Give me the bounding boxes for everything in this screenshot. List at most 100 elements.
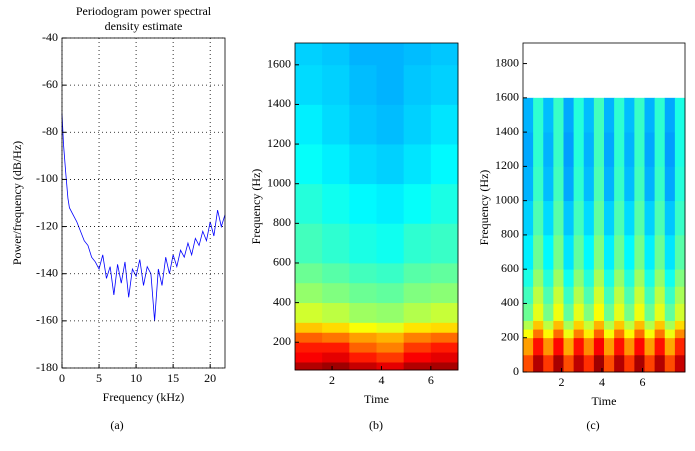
heatmap-cell xyxy=(674,337,686,356)
heatmap-cell xyxy=(634,303,645,321)
heatmap-cell xyxy=(376,322,405,333)
heatmap-cell xyxy=(543,320,554,330)
heatmap-cell xyxy=(573,337,585,356)
heatmap-cell xyxy=(634,354,645,373)
heatmap-cell xyxy=(604,132,615,167)
caption: (b) xyxy=(369,418,383,432)
heatmap-cell xyxy=(523,303,534,321)
heatmap-cell xyxy=(674,303,686,321)
heatmap-cell xyxy=(403,352,432,363)
heatmap-cell xyxy=(583,166,595,202)
heatmap-cell xyxy=(604,166,615,202)
heatmap-cell xyxy=(654,337,666,356)
heatmap-cell xyxy=(349,302,377,323)
heatmap-cell xyxy=(593,132,605,167)
heatmap-cell xyxy=(583,303,595,321)
heatmap-cell xyxy=(664,269,676,287)
heatmap-cell xyxy=(295,362,323,371)
heatmap-cell xyxy=(430,183,459,224)
y-tick-label: 1000 xyxy=(267,175,291,189)
heatmap-cell xyxy=(349,144,377,185)
heatmap-cell xyxy=(583,234,595,270)
y-tick-label: 1600 xyxy=(495,90,519,104)
heatmap-cell xyxy=(376,302,405,323)
heatmap-cell xyxy=(349,362,377,371)
heatmap-cell xyxy=(624,354,635,373)
heatmap-cell xyxy=(376,183,405,224)
heatmap-cell xyxy=(349,183,377,224)
heatmap-cell xyxy=(674,97,686,133)
heatmap-cell xyxy=(664,200,676,236)
heatmap-cell xyxy=(654,200,666,236)
heatmap-cell xyxy=(533,234,544,270)
heatmap-cell xyxy=(553,303,564,321)
x-tick-label: 5 xyxy=(96,371,102,385)
heatmap-cell xyxy=(664,329,676,339)
heatmap-cell xyxy=(614,166,625,202)
heatmap-cell xyxy=(430,223,459,264)
heatmap-cell xyxy=(295,282,323,304)
heatmap-cell xyxy=(553,329,564,339)
heatmap-cell xyxy=(583,286,595,304)
heatmap-cell xyxy=(403,223,432,264)
heatmap-cell xyxy=(543,166,554,202)
heatmap-cell xyxy=(674,269,686,287)
heatmap-cell xyxy=(654,329,666,339)
heatmap-cell xyxy=(533,329,544,339)
heatmap-cell xyxy=(573,200,585,236)
y-axis-label: Frequency (Hz) xyxy=(477,170,491,246)
heatmap-cell xyxy=(430,144,459,185)
heatmap-cell xyxy=(664,337,676,356)
x-tick-label: 2 xyxy=(329,373,335,387)
heatmap-cell xyxy=(403,64,432,105)
x-tick-label: 10 xyxy=(130,371,142,385)
heatmap-cell xyxy=(523,200,534,236)
heatmap-cell xyxy=(674,132,686,167)
heatmap-cell xyxy=(295,64,323,105)
heatmap-cell xyxy=(376,43,405,66)
heatmap-cell xyxy=(430,332,459,343)
heatmap-cell xyxy=(403,332,432,343)
x-tick-label: 6 xyxy=(428,373,434,387)
y-tick-label: 1000 xyxy=(495,192,519,206)
heatmap-cell xyxy=(563,269,575,287)
heatmap-cell xyxy=(533,337,544,356)
heatmap-cell xyxy=(430,104,459,145)
heatmap-cell xyxy=(295,183,323,224)
heatmap-cell xyxy=(295,322,323,333)
heatmap-cell xyxy=(654,320,666,330)
heatmap-cell xyxy=(674,329,686,339)
heatmap-cell xyxy=(322,183,350,224)
heatmap-cell xyxy=(644,286,656,304)
heatmap-cell xyxy=(573,303,585,321)
heatmap-cell xyxy=(583,269,595,287)
heatmap-cell xyxy=(523,269,534,287)
heatmap-cell xyxy=(553,132,564,167)
heatmap-cell xyxy=(349,64,377,105)
heatmap-cell xyxy=(624,166,635,202)
heatmap-cell xyxy=(430,262,459,284)
heatmap-cell xyxy=(573,234,585,270)
heatmap-cell xyxy=(376,64,405,105)
data-line xyxy=(61,113,226,321)
heatmap-cell xyxy=(614,303,625,321)
heatmap-cell xyxy=(573,286,585,304)
heatmap-cell xyxy=(553,166,564,202)
heatmap-cell xyxy=(583,97,595,133)
heatmap-cell xyxy=(430,322,459,333)
heatmap-cell xyxy=(604,303,615,321)
heatmap-cell xyxy=(295,332,323,343)
heatmap-cell xyxy=(533,166,544,202)
heatmap-cell xyxy=(523,337,534,356)
heatmap-cell xyxy=(322,302,350,323)
heatmap-cell xyxy=(644,269,656,287)
heatmap-cell xyxy=(553,234,564,270)
heatmap-cell xyxy=(573,97,585,133)
x-tick-label: 15 xyxy=(167,371,179,385)
heatmap-cell xyxy=(563,132,575,167)
y-tick-label: -120 xyxy=(36,218,58,232)
heatmap-cell xyxy=(322,104,350,145)
y-tick-label: 400 xyxy=(501,295,519,309)
heatmap-cell xyxy=(654,234,666,270)
